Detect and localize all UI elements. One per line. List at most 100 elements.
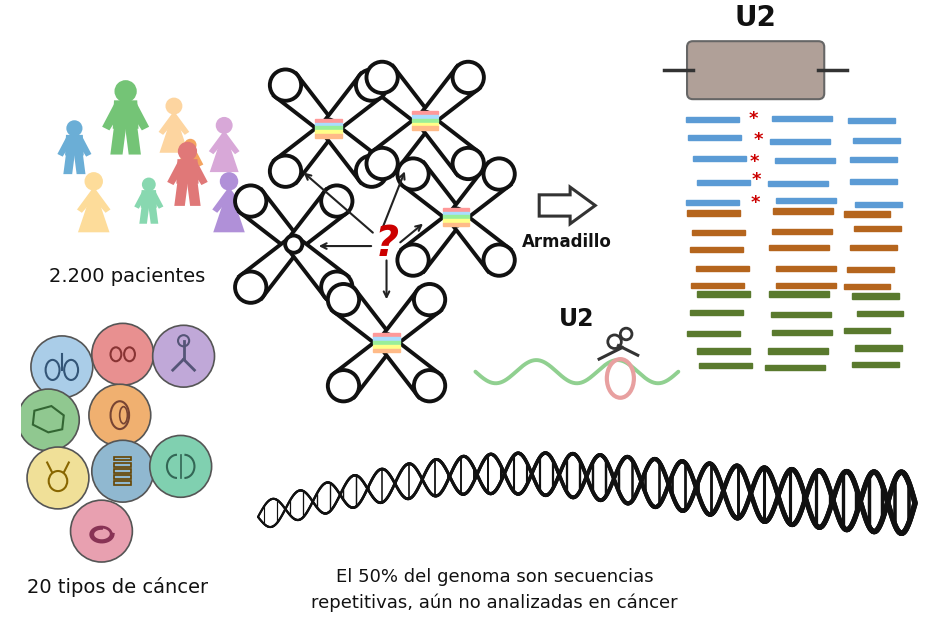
Bar bbox=[847, 117, 894, 123]
Polygon shape bbox=[59, 138, 70, 155]
Polygon shape bbox=[451, 212, 510, 271]
Polygon shape bbox=[401, 163, 461, 222]
Bar bbox=[114, 475, 132, 479]
Bar bbox=[696, 179, 749, 185]
Bar bbox=[853, 226, 899, 231]
Polygon shape bbox=[211, 133, 236, 171]
Text: 20 tipos de cáncer: 20 tipos de cáncer bbox=[27, 578, 209, 597]
Bar bbox=[442, 215, 469, 219]
Polygon shape bbox=[371, 115, 430, 175]
Polygon shape bbox=[419, 115, 478, 175]
Text: ?: ? bbox=[375, 223, 399, 265]
Circle shape bbox=[179, 143, 196, 160]
Text: 2.200 pacientes: 2.200 pacientes bbox=[49, 267, 206, 286]
Polygon shape bbox=[131, 105, 146, 129]
Ellipse shape bbox=[356, 155, 387, 187]
Polygon shape bbox=[135, 193, 146, 207]
Circle shape bbox=[27, 447, 89, 509]
Ellipse shape bbox=[447, 209, 464, 225]
Bar bbox=[315, 130, 341, 134]
Ellipse shape bbox=[452, 61, 483, 93]
Polygon shape bbox=[75, 154, 84, 173]
Bar bbox=[689, 247, 743, 252]
Bar bbox=[771, 330, 832, 335]
Bar bbox=[687, 135, 741, 140]
Bar bbox=[686, 330, 740, 336]
Bar bbox=[768, 181, 827, 186]
Polygon shape bbox=[191, 165, 197, 179]
Polygon shape bbox=[140, 207, 148, 223]
Bar bbox=[770, 312, 830, 317]
Bar bbox=[689, 310, 743, 315]
Ellipse shape bbox=[270, 70, 301, 101]
Bar bbox=[315, 119, 341, 122]
Bar bbox=[771, 116, 832, 121]
Bar bbox=[412, 122, 438, 126]
Ellipse shape bbox=[416, 112, 433, 129]
Circle shape bbox=[86, 173, 102, 189]
Bar bbox=[843, 211, 889, 217]
Bar bbox=[373, 349, 400, 352]
Circle shape bbox=[143, 179, 155, 191]
Bar bbox=[696, 348, 749, 353]
Polygon shape bbox=[288, 238, 348, 298]
Bar bbox=[696, 291, 749, 297]
Bar bbox=[698, 363, 751, 368]
Circle shape bbox=[153, 325, 214, 387]
Ellipse shape bbox=[397, 245, 428, 276]
Circle shape bbox=[217, 118, 231, 133]
Polygon shape bbox=[239, 238, 299, 298]
Ellipse shape bbox=[413, 370, 445, 401]
Polygon shape bbox=[239, 190, 299, 250]
Polygon shape bbox=[114, 102, 136, 127]
Polygon shape bbox=[65, 154, 73, 173]
Bar bbox=[412, 127, 438, 130]
Bar bbox=[855, 345, 901, 351]
Bar bbox=[768, 348, 827, 353]
Ellipse shape bbox=[413, 284, 445, 315]
Polygon shape bbox=[223, 135, 237, 153]
Polygon shape bbox=[274, 122, 334, 183]
Polygon shape bbox=[332, 337, 391, 397]
Polygon shape bbox=[184, 151, 197, 165]
Ellipse shape bbox=[270, 155, 301, 187]
Polygon shape bbox=[210, 135, 224, 153]
Text: *: * bbox=[748, 111, 757, 129]
Circle shape bbox=[70, 500, 133, 562]
Text: U2: U2 bbox=[559, 307, 594, 331]
Text: U2: U2 bbox=[734, 4, 776, 32]
Text: Armadillo: Armadillo bbox=[522, 232, 612, 250]
Circle shape bbox=[116, 82, 135, 101]
Polygon shape bbox=[152, 193, 162, 207]
Bar bbox=[843, 284, 889, 289]
Bar bbox=[692, 156, 745, 161]
Bar bbox=[373, 337, 400, 340]
Bar bbox=[855, 202, 901, 207]
Bar bbox=[775, 197, 835, 203]
Polygon shape bbox=[228, 191, 244, 211]
Bar bbox=[775, 283, 835, 288]
Bar bbox=[849, 179, 895, 184]
Polygon shape bbox=[332, 289, 391, 348]
Ellipse shape bbox=[327, 284, 359, 315]
Bar bbox=[843, 328, 889, 333]
Bar bbox=[686, 211, 740, 215]
Circle shape bbox=[184, 140, 196, 150]
Bar bbox=[768, 245, 828, 250]
Polygon shape bbox=[193, 152, 202, 165]
Bar bbox=[114, 469, 132, 473]
Circle shape bbox=[68, 122, 82, 135]
Polygon shape bbox=[381, 337, 440, 397]
Bar bbox=[771, 229, 832, 234]
Polygon shape bbox=[178, 152, 187, 165]
Polygon shape bbox=[288, 190, 348, 250]
Bar bbox=[373, 345, 400, 348]
Ellipse shape bbox=[483, 245, 514, 276]
Ellipse shape bbox=[483, 158, 514, 189]
Bar bbox=[849, 245, 895, 250]
Bar bbox=[412, 111, 438, 114]
Circle shape bbox=[167, 99, 181, 113]
Ellipse shape bbox=[327, 370, 359, 401]
Bar bbox=[691, 283, 743, 288]
Bar bbox=[114, 456, 132, 460]
